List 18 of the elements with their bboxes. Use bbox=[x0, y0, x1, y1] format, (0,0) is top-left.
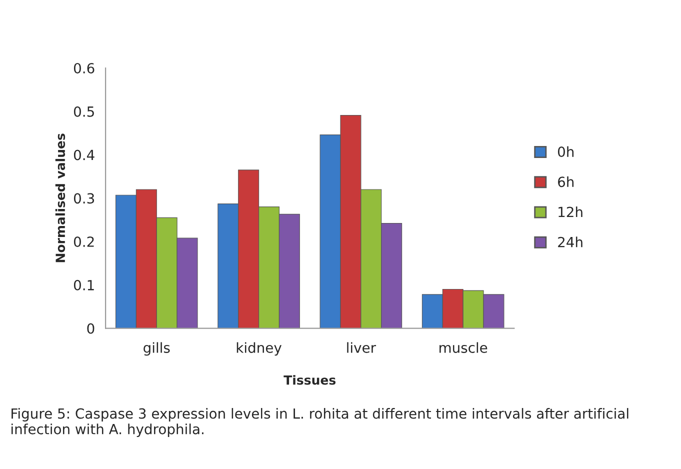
y-tick-label: 0.2 bbox=[74, 236, 94, 248]
x-tick-label: kidney bbox=[236, 342, 282, 356]
x-axis-title: Tissues bbox=[284, 375, 336, 385]
legend-label: 0h bbox=[558, 146, 574, 158]
y-tick-label: 0.1 bbox=[74, 280, 94, 290]
legend-label: 24h bbox=[558, 236, 582, 248]
y-tick-label: 0.4 bbox=[74, 150, 94, 160]
y-axis-title: Normalised values bbox=[55, 134, 66, 262]
x-tick-label: muscle bbox=[440, 342, 488, 353]
y-tick-label: 0.5 bbox=[74, 106, 94, 117]
caption: Figure 5: Caspase 3 expression levels in L. rohita at different time intervals after artificial infection with A. hydrophila. bbox=[12, 408, 628, 438]
y-tick-label: 0 bbox=[87, 323, 94, 334]
x-tick-label: gills bbox=[144, 342, 170, 356]
legend-label: 12h bbox=[558, 206, 582, 218]
legend-label: 6h bbox=[558, 176, 574, 188]
y-tick-label: 0.6 bbox=[74, 62, 94, 74]
x-tick-label: liver bbox=[347, 342, 376, 353]
y-tick-label: 0.3 bbox=[74, 193, 94, 204]
